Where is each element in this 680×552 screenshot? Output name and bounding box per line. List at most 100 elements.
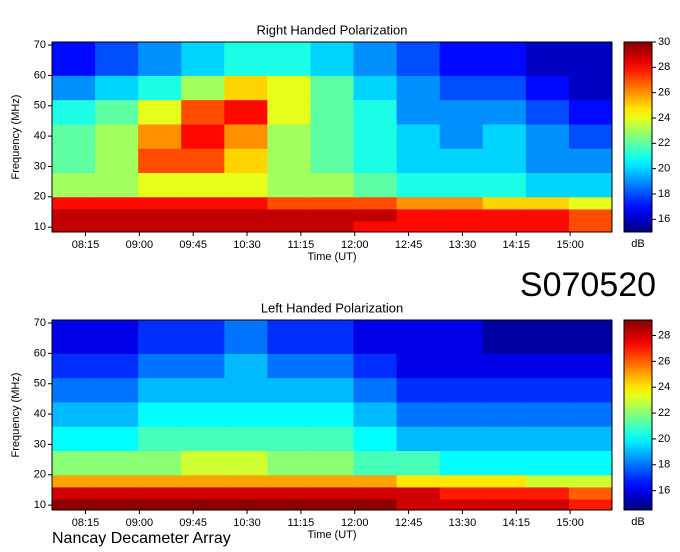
heatmap-cell <box>482 499 527 511</box>
heatmap-cell <box>52 221 96 233</box>
heatmap-cell <box>181 377 225 403</box>
heatmap-cell <box>138 474 182 488</box>
heatmap-cell <box>267 172 311 198</box>
heatmap-cell <box>482 474 527 488</box>
heatmap-cell <box>267 99 311 125</box>
heatmap-cell <box>138 148 182 174</box>
heatmap-cell <box>353 123 398 149</box>
x-tick-label: 13:30 <box>449 239 477 251</box>
heatmap-cell <box>396 401 441 427</box>
heatmap-cell <box>95 148 139 174</box>
heatmap-cell <box>52 426 96 452</box>
heatmap-cell <box>95 499 139 511</box>
heatmap-cell <box>224 208 268 222</box>
y-tick-label: 10 <box>34 221 46 233</box>
heatmap-cell <box>568 42 613 76</box>
heatmap-cell <box>138 99 182 125</box>
heatmap-cell <box>353 377 398 403</box>
y-tick-label: 70 <box>34 317 46 329</box>
heatmap-cell <box>353 221 398 233</box>
plot-frame <box>51 319 613 511</box>
heatmap-cell <box>525 99 570 125</box>
heatmap-cell <box>95 426 139 452</box>
heatmap-cell <box>396 208 441 222</box>
x-tick-label: 09:45 <box>179 239 207 251</box>
heatmap-cell <box>353 426 398 452</box>
heatmap-cell <box>267 474 311 488</box>
heatmap-cell <box>439 426 484 452</box>
heatmap-cell <box>52 172 96 198</box>
heatmap-cell <box>52 474 96 488</box>
heatmap-cell <box>181 99 225 125</box>
heatmap-cell <box>181 196 225 210</box>
heatmap-cell <box>525 208 570 222</box>
heatmap-cell <box>267 450 311 476</box>
heatmap-cell <box>138 426 182 452</box>
y-tick-label: 50 <box>34 100 46 112</box>
heatmap-cell <box>525 221 570 233</box>
heatmap-cell <box>310 221 355 233</box>
heatmap-cell <box>439 148 484 174</box>
heatmap-cell <box>439 196 484 210</box>
heatmap-cell <box>267 123 311 149</box>
heatmap-cell <box>396 474 441 488</box>
heatmap-cell <box>568 172 613 198</box>
heatmap-cell <box>396 320 441 354</box>
heatmap-cell <box>568 353 613 379</box>
heatmap-cell <box>224 486 268 500</box>
heatmap-cell <box>310 426 355 452</box>
heatmap-cell <box>439 474 484 488</box>
heatmap-cell <box>396 221 441 233</box>
colorbar-tick-label: 20 <box>658 163 670 175</box>
heatmap-cell <box>525 196 570 210</box>
heatmap-cell <box>568 75 613 101</box>
x-tick-label: 14:15 <box>503 239 531 251</box>
y-tick-label: 50 <box>34 378 46 390</box>
heatmap-cell <box>439 401 484 427</box>
colorbar-tick-label: 22 <box>658 137 670 149</box>
heatmap-cell <box>95 172 139 198</box>
heatmap-cell <box>138 42 182 76</box>
heatmap-cell <box>181 486 225 500</box>
x-tick-label: 15:00 <box>556 517 584 529</box>
y-tick-label: 40 <box>34 130 46 142</box>
heatmap-cell <box>353 474 398 488</box>
heatmap-cell <box>138 377 182 403</box>
colorbar-label: dB <box>631 516 644 528</box>
y-tick-label: 30 <box>34 438 46 450</box>
heatmap-cell <box>52 196 96 210</box>
heatmap-cell <box>310 99 355 125</box>
heatmap-cell <box>52 99 96 125</box>
heatmap-cell <box>482 450 527 476</box>
heatmap-cell <box>267 353 311 379</box>
heatmap-cell <box>52 123 96 149</box>
heatmap-cell <box>353 172 398 198</box>
heatmap-cell <box>525 172 570 198</box>
x-tick-label: 14:15 <box>503 517 531 529</box>
y-tick-label: 30 <box>34 160 46 172</box>
heatmap-cell <box>267 75 311 101</box>
heatmap-cell <box>310 196 355 210</box>
heatmap-cell <box>310 208 355 222</box>
heatmap-cell <box>224 499 268 511</box>
heatmap-cell <box>482 196 527 210</box>
heatmap-cell <box>396 123 441 149</box>
heatmap-cell <box>482 123 527 149</box>
x-tick-label: 10:30 <box>233 239 261 251</box>
colorbar-tick-label: 28 <box>658 329 670 341</box>
heatmap-cell <box>568 148 613 174</box>
heatmap-cell <box>353 208 398 222</box>
heatmap-cell <box>482 148 527 174</box>
heatmap-cell <box>138 401 182 427</box>
y-tick-label: 60 <box>34 69 46 81</box>
heatmap-cell <box>525 474 570 488</box>
heatmap-cell <box>52 42 96 76</box>
heatmap-cell <box>310 123 355 149</box>
heatmap-cell <box>224 172 268 198</box>
heatmap-cell <box>224 221 268 233</box>
event-id: S070520 <box>520 266 656 304</box>
heatmap-cell <box>310 172 355 198</box>
heatmap-cell <box>396 75 441 101</box>
heatmap-cell <box>267 499 311 511</box>
